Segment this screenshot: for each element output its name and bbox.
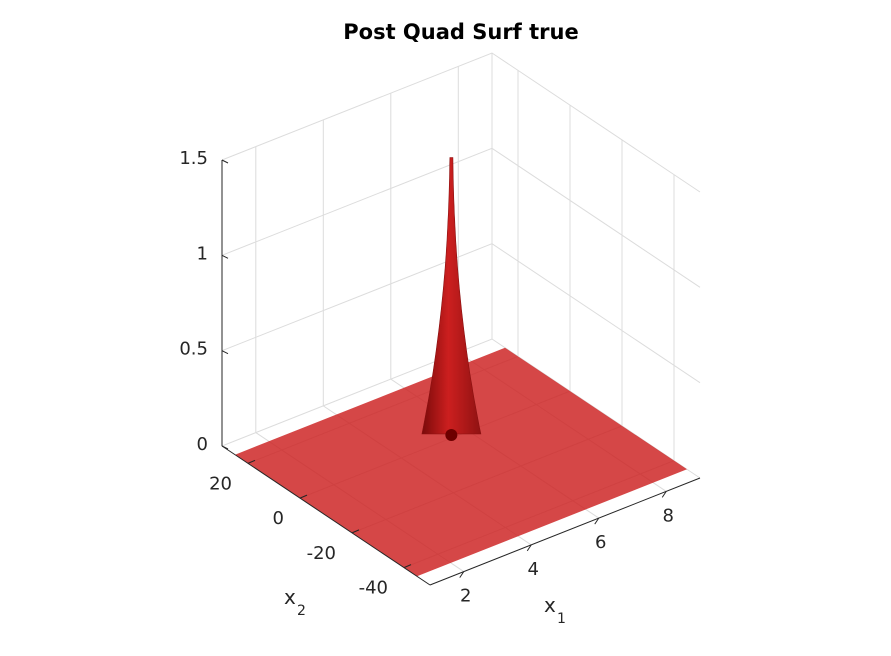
z-tick-1 xyxy=(221,350,229,355)
y-axis-label-sub: 2 xyxy=(297,603,306,619)
y-axis-label: x 2 xyxy=(284,585,306,619)
x-tick-label-0: 2 xyxy=(460,586,471,607)
x-tick-2 xyxy=(594,517,600,525)
y-tick-2 xyxy=(351,529,360,534)
y-tick-1 xyxy=(299,494,308,499)
z-tick-3 xyxy=(221,159,229,164)
x-tick-label-1: 4 xyxy=(528,559,539,580)
x-axis-label-main: x xyxy=(544,593,556,617)
x-tick-1 xyxy=(526,544,532,552)
z-tick-0 xyxy=(221,445,229,450)
x-tick-0 xyxy=(459,571,465,578)
y-axis-line xyxy=(221,445,431,586)
grid-z-3 xyxy=(221,52,701,193)
y-axis-label-main: x xyxy=(284,585,296,609)
x-tick-label-2: 6 xyxy=(595,532,606,553)
y-tick-0 xyxy=(247,459,256,464)
z-tick-2 xyxy=(221,254,229,259)
x-axis-label-sub: 1 xyxy=(557,611,566,627)
z-tick-label-3: 1.5 xyxy=(179,148,208,169)
y-tick-label-3: -40 xyxy=(359,578,388,599)
x-axis-label: x 1 xyxy=(544,593,566,627)
chart-title: Post Quad Surf true xyxy=(343,20,578,44)
y-tick-label-0: 20 xyxy=(209,473,232,494)
z-tick-label-1: 0.5 xyxy=(179,339,208,360)
grid-z-2 xyxy=(221,147,701,288)
y-tick-label-1: 0 xyxy=(273,508,284,529)
x-axis-line xyxy=(429,477,701,586)
x-tick-label-3: 8 xyxy=(663,505,674,526)
z-tick-label-0: 0 xyxy=(197,434,208,455)
z-tick-label-2: 1 xyxy=(197,243,208,264)
y-tick-label-2: -20 xyxy=(307,543,336,564)
peak-marker xyxy=(445,428,458,441)
surface xyxy=(235,157,687,577)
y-tick-3 xyxy=(403,564,412,569)
x-tick-3 xyxy=(661,491,667,498)
surface-plane xyxy=(235,347,687,577)
surface-peak xyxy=(421,157,482,435)
